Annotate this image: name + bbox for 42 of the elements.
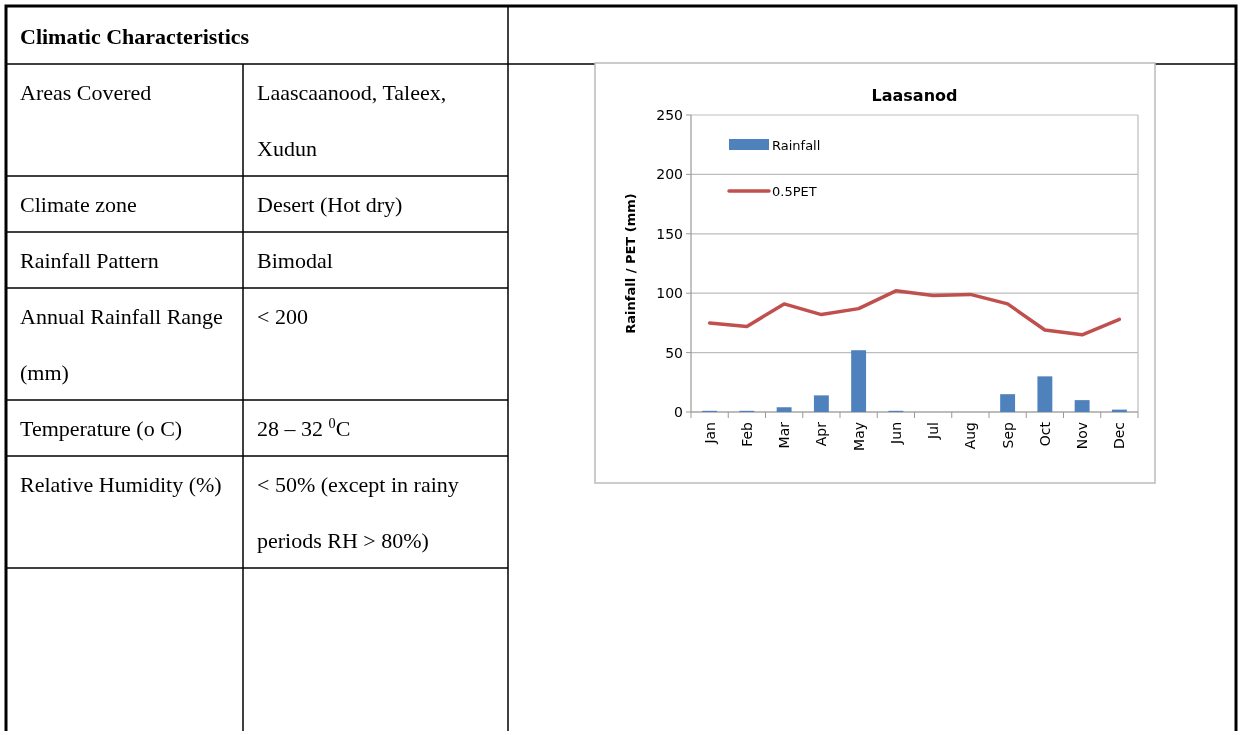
x-tick-label: Jul: [925, 422, 942, 440]
text: Rainfall Pattern: [20, 248, 159, 273]
x-tick-label: Aug: [962, 422, 979, 450]
bar: [1074, 400, 1090, 412]
legend-label: Rainfall: [772, 137, 821, 153]
chart-title: Laasanod: [871, 86, 958, 105]
y-tick-label: 100: [656, 285, 683, 302]
text: Bimodal: [257, 248, 333, 273]
y-tick-label: 250: [656, 106, 683, 123]
y-axis-title: Rainfall / PET (mm): [623, 193, 638, 334]
text: Laascaanood, Taleex, Xudun: [257, 80, 447, 161]
text: Annual Rainfall Range (mm): [20, 304, 223, 385]
text: Climatic Characteristics: [20, 24, 250, 49]
x-tick-label: Dec: [1111, 422, 1128, 450]
text: 28 – 32 $^{0}$C: [257, 415, 351, 441]
x-tick-label: Feb: [738, 421, 755, 447]
y-tick-label: 150: [656, 225, 683, 242]
y-tick-label: 200: [656, 166, 683, 183]
x-tick-label: Oct: [1036, 421, 1053, 447]
x-tick-label: Apr: [813, 421, 830, 447]
legend-label: 0.5PET: [772, 183, 817, 199]
y-tick-label: 50: [665, 344, 683, 361]
x-tick-label: May: [850, 422, 867, 451]
x-tick-label: Nov: [1074, 422, 1091, 450]
text: Relative Humidity (%): [20, 472, 222, 497]
text: Areas Covered: [20, 80, 152, 105]
text: Climate zone: [20, 192, 137, 217]
x-tick-label: Sep: [999, 421, 1016, 449]
text: < 50% (except in rainy periods RH > 80%): [257, 472, 459, 553]
x-tick-label: Jan: [701, 422, 718, 445]
text: Desert (Hot dry): [257, 192, 403, 217]
text: Temperature (o C): [20, 416, 183, 441]
bar: [1000, 394, 1016, 412]
bar: [813, 395, 829, 412]
bar: [1037, 376, 1053, 412]
x-tick-label: Mar: [776, 421, 793, 449]
line-series: [707, 289, 1122, 337]
text: < 200: [257, 304, 308, 329]
x-tick-label: Jun: [887, 422, 904, 445]
y-tick-label: 0: [674, 403, 683, 420]
bar: [851, 350, 867, 412]
bar: [776, 407, 792, 412]
